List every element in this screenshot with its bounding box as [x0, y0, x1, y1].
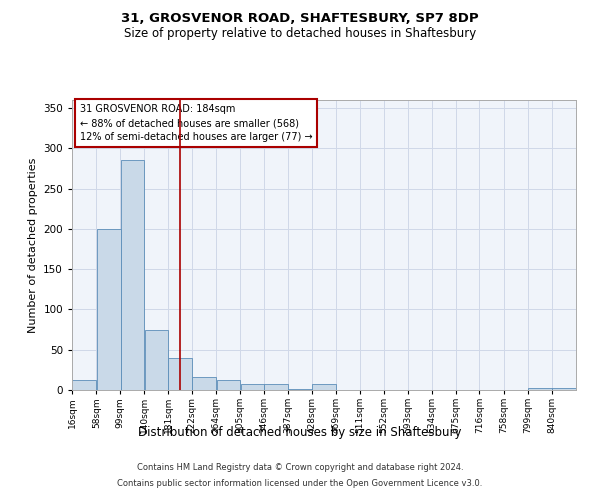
Y-axis label: Number of detached properties: Number of detached properties — [28, 158, 38, 332]
Bar — [169, 358, 192, 390]
Text: 31 GROSVENOR ROAD: 184sqm
← 88% of detached houses are smaller (568)
12% of semi: 31 GROSVENOR ROAD: 184sqm ← 88% of detac… — [80, 104, 312, 142]
Bar — [552, 388, 575, 390]
Text: Distribution of detached houses by size in Shaftesbury: Distribution of detached houses by size … — [138, 426, 462, 439]
Text: Size of property relative to detached houses in Shaftesbury: Size of property relative to detached ho… — [124, 28, 476, 40]
Bar — [97, 229, 121, 390]
Bar — [288, 389, 312, 390]
Bar — [265, 384, 288, 390]
Text: Contains public sector information licensed under the Open Government Licence v3: Contains public sector information licen… — [118, 478, 482, 488]
Bar — [312, 384, 336, 390]
Bar — [528, 388, 552, 390]
Bar — [73, 380, 96, 390]
Bar — [145, 330, 168, 390]
Text: Contains HM Land Registry data © Crown copyright and database right 2024.: Contains HM Land Registry data © Crown c… — [137, 464, 463, 472]
Bar — [121, 160, 145, 390]
Bar — [217, 380, 241, 390]
Bar — [192, 377, 216, 390]
Text: 31, GROSVENOR ROAD, SHAFTESBURY, SP7 8DP: 31, GROSVENOR ROAD, SHAFTESBURY, SP7 8DP — [121, 12, 479, 26]
Bar — [241, 384, 264, 390]
